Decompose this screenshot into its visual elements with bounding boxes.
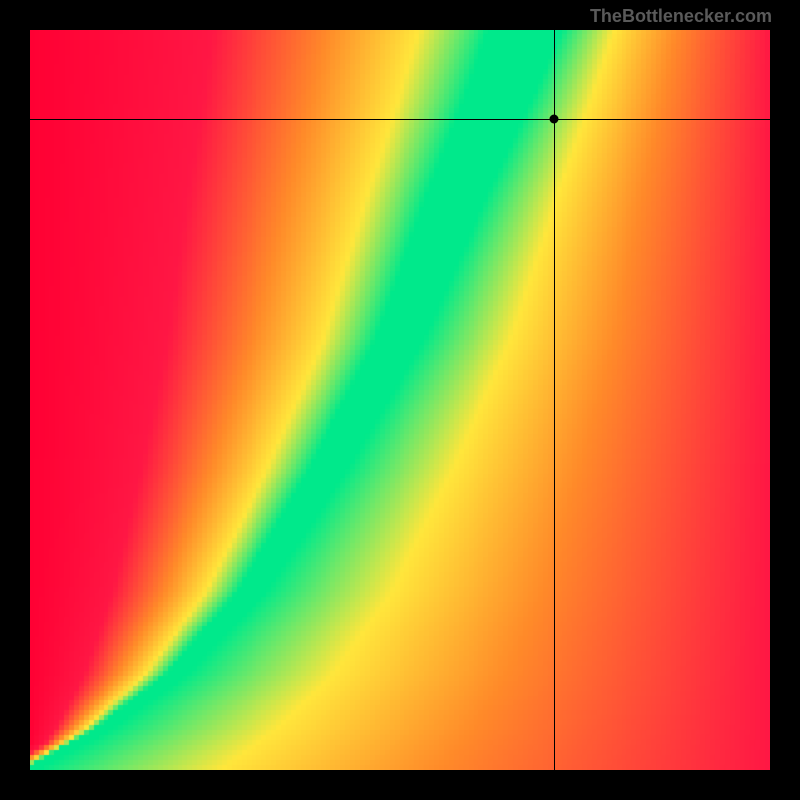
heatmap-canvas [30,30,770,770]
plot-area [30,30,770,770]
watermark-text: TheBottlenecker.com [590,6,772,27]
